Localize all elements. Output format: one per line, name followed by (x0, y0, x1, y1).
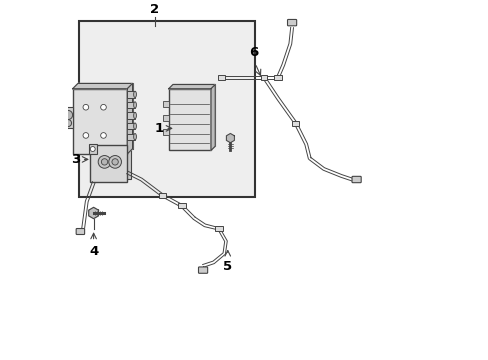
Text: 3: 3 (70, 153, 80, 166)
Bar (127, 134, 135, 140)
Ellipse shape (133, 102, 136, 108)
Bar (168, 89, 211, 150)
Bar (173, 85, 215, 146)
Polygon shape (127, 84, 132, 154)
Polygon shape (73, 84, 132, 89)
Bar (79, 21, 255, 197)
Bar (163, 115, 169, 121)
Ellipse shape (133, 112, 136, 119)
Circle shape (101, 104, 106, 110)
Polygon shape (211, 85, 215, 150)
FancyBboxPatch shape (351, 176, 361, 183)
Bar (127, 102, 135, 108)
Bar (127, 123, 135, 129)
Bar (260, 75, 267, 80)
Bar (78, 84, 132, 149)
Bar (291, 121, 299, 126)
Bar (163, 101, 169, 107)
Bar (90, 145, 127, 182)
Bar (274, 75, 281, 80)
Circle shape (63, 111, 73, 120)
Bar (159, 193, 166, 198)
Bar (215, 226, 223, 231)
Circle shape (112, 159, 118, 165)
Circle shape (90, 147, 95, 152)
FancyBboxPatch shape (76, 229, 84, 234)
Text: 6: 6 (248, 46, 257, 59)
Bar (73, 89, 127, 154)
Circle shape (64, 120, 71, 127)
Polygon shape (168, 85, 215, 89)
Circle shape (101, 132, 106, 138)
Bar (127, 112, 135, 119)
Bar (88, 144, 97, 154)
Polygon shape (88, 207, 98, 219)
Circle shape (101, 159, 107, 165)
Bar (178, 203, 185, 208)
Text: 1: 1 (154, 122, 163, 135)
Text: 4: 4 (89, 245, 98, 258)
Ellipse shape (133, 123, 136, 129)
Circle shape (98, 156, 111, 168)
Ellipse shape (133, 134, 136, 140)
Text: 2: 2 (150, 3, 159, 15)
Circle shape (108, 156, 121, 168)
Circle shape (83, 132, 88, 138)
Text: 5: 5 (223, 260, 232, 273)
Bar (62, 107, 73, 129)
Bar (127, 91, 135, 98)
Bar (163, 129, 169, 135)
Bar (217, 75, 225, 80)
Ellipse shape (133, 91, 136, 98)
FancyBboxPatch shape (287, 19, 296, 26)
Bar (94, 141, 130, 179)
Circle shape (83, 104, 88, 110)
FancyBboxPatch shape (198, 267, 207, 273)
Polygon shape (226, 134, 234, 143)
